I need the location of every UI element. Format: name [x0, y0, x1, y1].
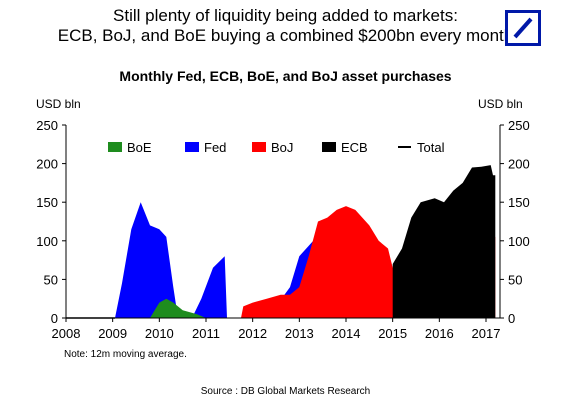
- x-tick-label: 2008: [52, 326, 81, 341]
- x-tick-label: 2015: [378, 326, 407, 341]
- area-fed-1: [192, 256, 227, 318]
- headline: Still plenty of liquidity being added to…: [0, 6, 571, 46]
- legend-swatch-boe: [108, 142, 122, 152]
- x-tick-label: 2014: [332, 326, 361, 341]
- x-tick-label: 2013: [285, 326, 314, 341]
- legend-label-ecb: ECB: [341, 140, 368, 155]
- area-series-layer: [66, 165, 496, 319]
- x-tick-label: 2017: [472, 326, 501, 341]
- legend-swatch-boj: [252, 142, 266, 152]
- headline-line-2: ECB, BoJ, and BoE buying a combined $200…: [57, 26, 514, 45]
- y-tick-label-right: 0: [508, 311, 515, 326]
- y-tick-label-right: 50: [508, 272, 522, 287]
- area-ecb-7: [392, 165, 496, 318]
- area-boe-3: [150, 298, 206, 318]
- legend-swatch-ecb: [322, 142, 336, 152]
- legend-label-boe: BoE: [127, 140, 152, 155]
- y-tick-label-right: 200: [508, 157, 530, 172]
- chart-source: Source : DB Global Markets Research: [200, 386, 371, 397]
- y-tick-label-left: 150: [36, 195, 58, 210]
- legend-label-boj: BoJ: [271, 140, 293, 155]
- headline-line-1: Still plenty of liquidity being added to…: [113, 6, 458, 25]
- x-tick-label: 2016: [425, 326, 454, 341]
- deutsche-bank-logo-icon: [505, 10, 541, 46]
- y-tick-label-right: 250: [508, 118, 530, 133]
- y-tick-label-right: 150: [508, 195, 530, 210]
- chart-note: Note: 12m moving average.: [64, 349, 187, 360]
- y-axis-label-left: USD bln: [36, 97, 81, 111]
- y-tick-label-left: 100: [36, 234, 58, 249]
- y-tick-label-left: 0: [51, 311, 58, 326]
- x-tick-label: 2009: [98, 326, 127, 341]
- y-tick-label-left: 50: [44, 272, 58, 287]
- axes-layer: 0 0 50 50 100 100 150 150 200 200 250 250 2008 2009 20…: [36, 118, 529, 341]
- chart-title: Monthly Fed, ECB, BoE, and BoJ asset pur…: [119, 68, 452, 84]
- y-tick-label-right: 100: [508, 234, 530, 249]
- legend-label-total: Total: [417, 140, 445, 155]
- legend-swatch-fed: [185, 142, 199, 152]
- y-axis-label-right: USD bln: [478, 97, 523, 111]
- x-tick-label: 2012: [238, 326, 267, 341]
- y-tick-label-left: 250: [36, 118, 58, 133]
- area-fed-0: [115, 202, 178, 318]
- legend-label-fed: Fed: [204, 140, 226, 155]
- x-tick-label: 2010: [145, 326, 174, 341]
- legend: BoE Fed BoJ ECB Total: [108, 140, 445, 155]
- x-tick-label: 2011: [192, 326, 220, 341]
- y-tick-label-left: 200: [36, 157, 58, 172]
